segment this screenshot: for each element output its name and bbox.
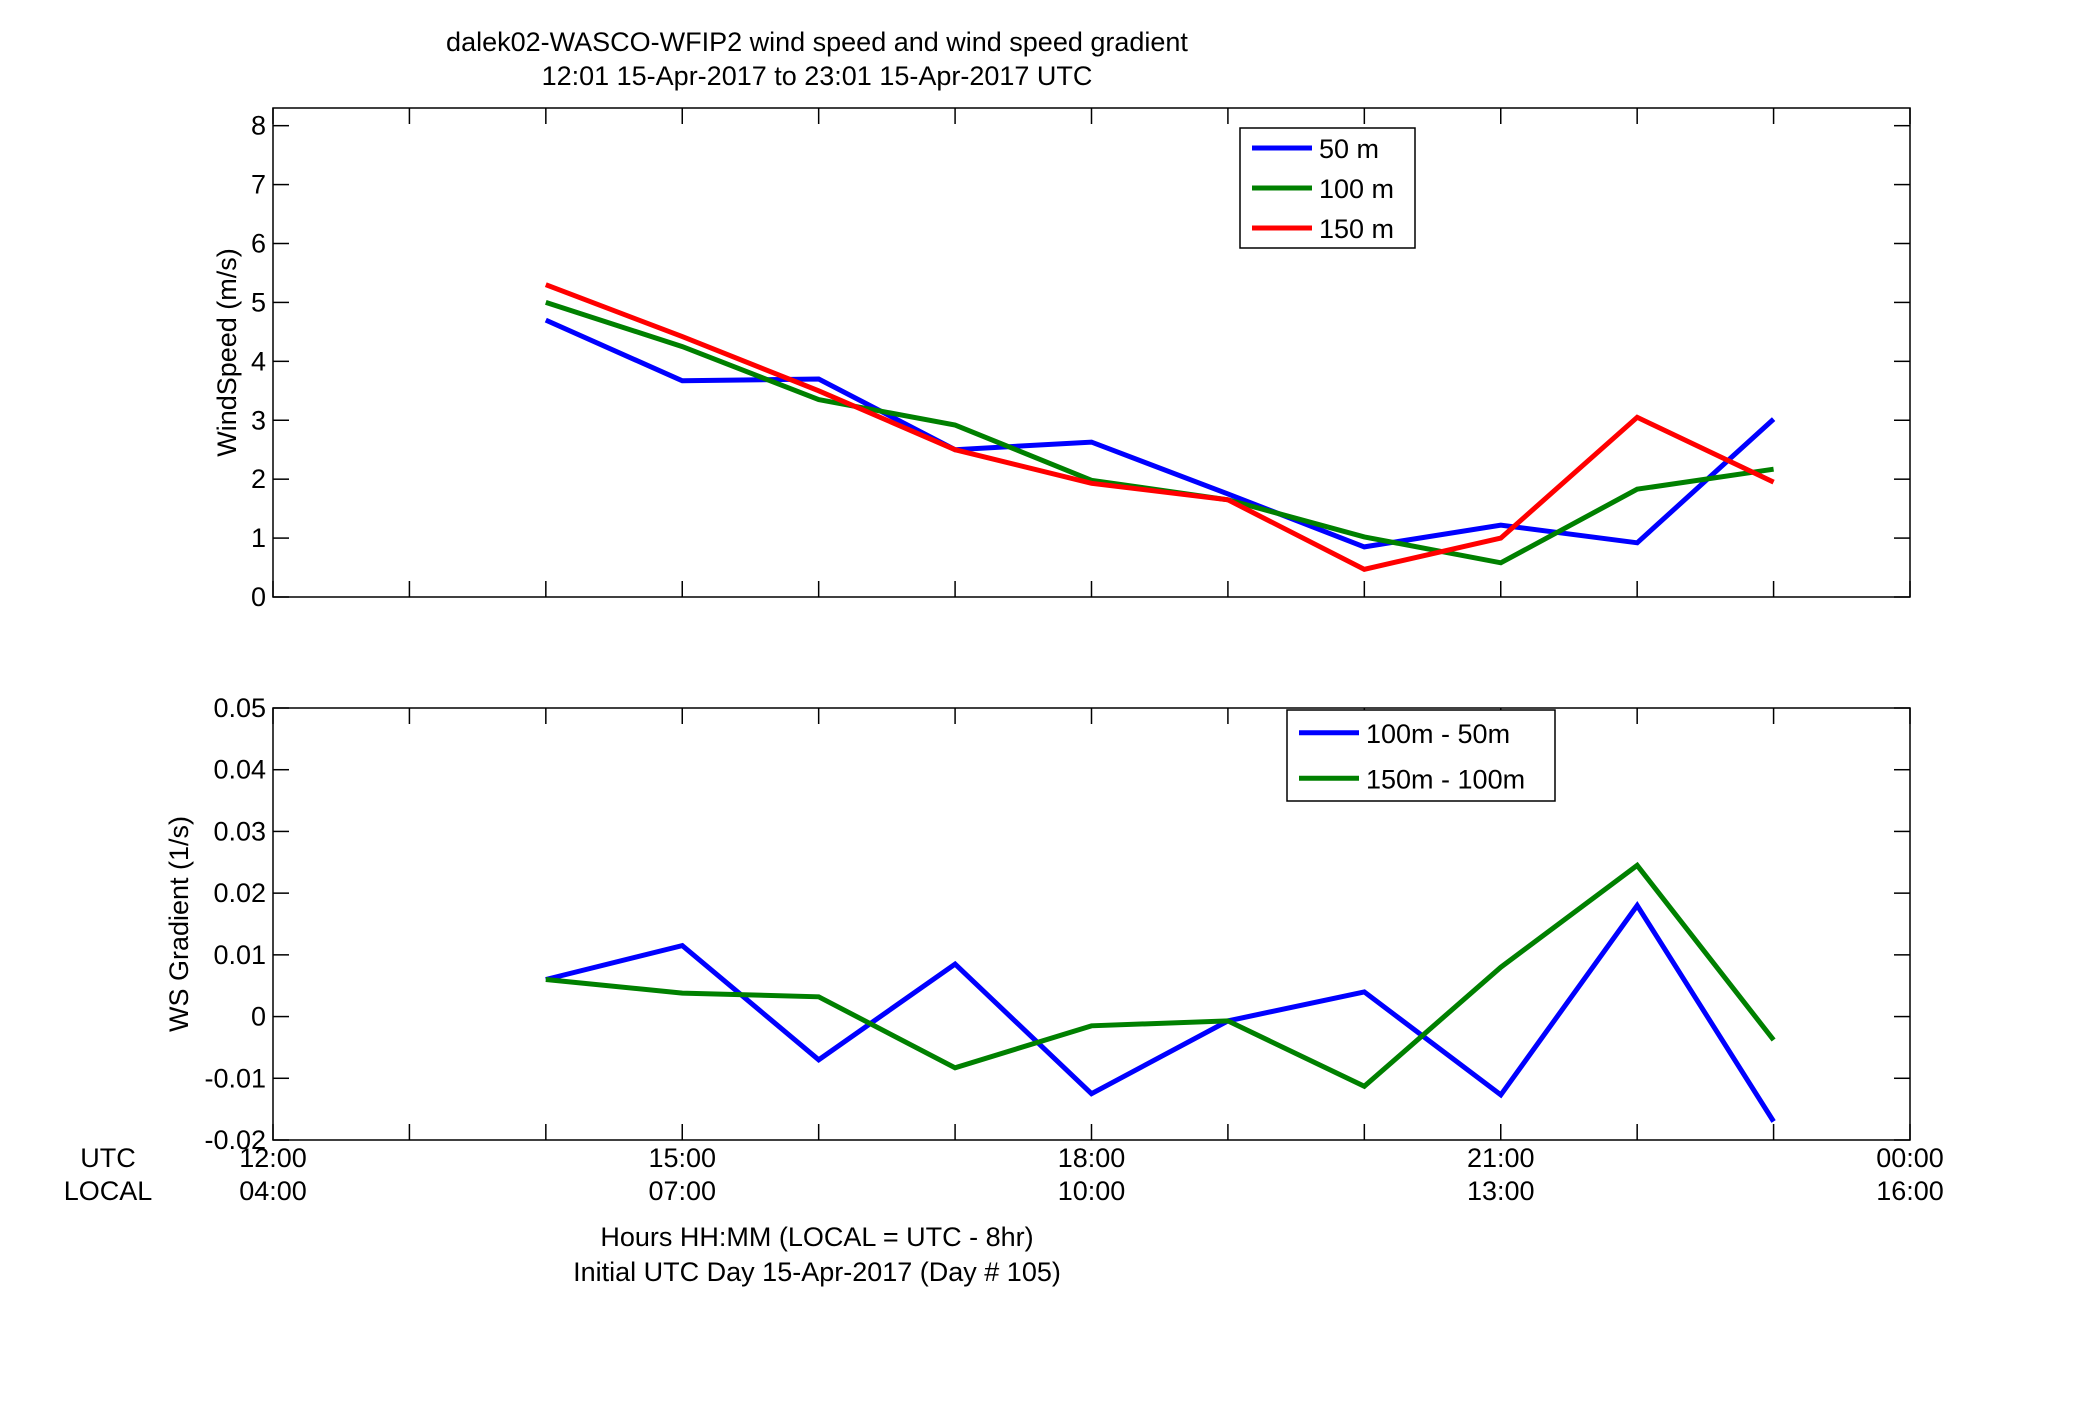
local-row-label: LOCAL — [64, 1176, 153, 1206]
y-tick-label: 0.02 — [213, 878, 266, 908]
legend-box — [1286, 709, 1556, 802]
x-tick-label-utc: 18:00 — [1058, 1143, 1126, 1173]
utc-row-label: UTC — [80, 1143, 136, 1173]
y-tick-label: 0.03 — [213, 816, 266, 846]
series-line-100m-50m — [545, 901, 1776, 1123]
y-tick-label: 2 — [251, 464, 266, 494]
y-tick-label: 0 — [251, 582, 266, 612]
x-tick-label-local: 04:00 — [239, 1176, 307, 1206]
x-tick-label-local: 13:00 — [1467, 1176, 1535, 1206]
x-tick-label-local: 07:00 — [648, 1176, 716, 1206]
y-tick-label: 0.01 — [213, 940, 266, 970]
y-tick-label: 0.05 — [213, 693, 266, 723]
y-axis-label: WS Gradient (1/s) — [164, 816, 194, 1032]
legend: 50 m 100 m 150 m — [1239, 127, 1416, 249]
x-tick-label-utc: 00:00 — [1876, 1143, 1944, 1173]
legend-label: 50 m — [1319, 134, 1379, 164]
legend-label: 100 m — [1319, 174, 1394, 204]
gradient-panel: -0.02 -0.01 0 0.01 0.02 0.03 0.04 0.05 WS Gradie… — [164, 693, 1911, 1155]
y-tick-label: -0.01 — [204, 1063, 266, 1093]
y-tick-label: 1 — [251, 523, 266, 553]
y-axis-label: WindSpeed (m/s) — [212, 248, 242, 457]
series-line-150m-100m — [545, 861, 1776, 1090]
legend-label: 150 m — [1319, 214, 1394, 244]
x-axis-label-line1: Hours HH:MM (LOCAL = UTC - 8hr) — [600, 1222, 1033, 1252]
y-tick-label: 5 — [251, 287, 266, 317]
x-tick-label-utc: 21:00 — [1467, 1143, 1535, 1173]
y-tick-label: 0 — [251, 1002, 266, 1032]
y-tick-label: -0.02 — [204, 1125, 266, 1155]
y-tick-label: 4 — [251, 346, 266, 376]
y-tick-label: 6 — [251, 229, 266, 259]
legend-label: 100m - 50m — [1366, 719, 1510, 749]
y-tick-label: 7 — [251, 170, 266, 200]
series-line-150-m — [544, 282, 1775, 572]
x-tick-label-local: 16:00 — [1876, 1176, 1944, 1206]
series-line-50-m — [544, 317, 1776, 550]
x-tick-label-utc: 12:00 — [239, 1143, 307, 1173]
y-tick-label: 8 — [251, 111, 266, 141]
axes-box — [272, 107, 1911, 598]
y-tick-label: 3 — [251, 405, 266, 435]
legend-label: 150m - 100m — [1366, 764, 1525, 794]
x-tick-label-local: 10:00 — [1058, 1176, 1126, 1206]
legend: 100m - 50m 150m - 100m — [1286, 709, 1556, 802]
figure-title-line2: 12:01 15-Apr-2017 to 23:01 15-Apr-2017 U… — [542, 61, 1093, 91]
x-tick-label-utc: 15:00 — [648, 1143, 716, 1173]
x-axis-label-line2: Initial UTC Day 15-Apr-2017 (Day # 105) — [573, 1257, 1061, 1287]
y-tick-label: 0.04 — [213, 755, 266, 785]
axes-box — [272, 707, 1911, 1141]
figure-title-line1: dalek02-WASCO-WFIP2 wind speed and wind … — [446, 27, 1188, 57]
windspeed-panel: 0 1 2 3 4 5 6 7 8 WindSpeed (m/s) 50 m 100 m 150 m — [212, 107, 1911, 612]
